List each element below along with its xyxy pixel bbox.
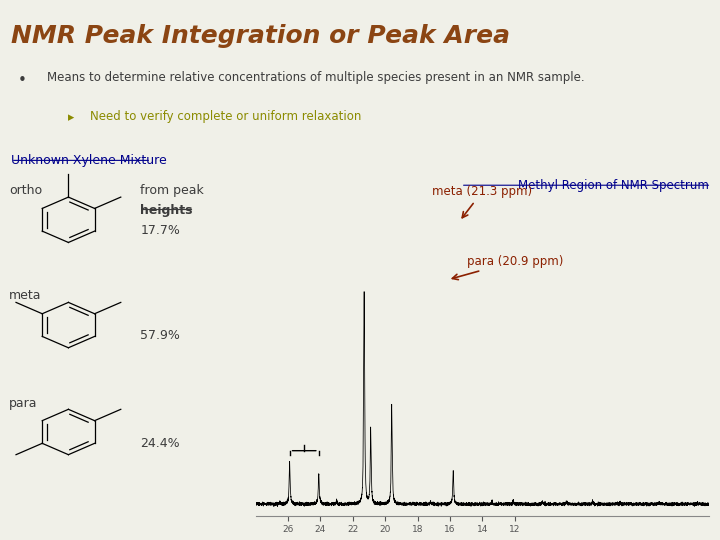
Text: from peak: from peak xyxy=(140,184,204,197)
Text: para: para xyxy=(9,397,38,410)
Text: Means to determine relative concentrations of multiple species present in an NMR: Means to determine relative concentratio… xyxy=(47,71,585,84)
Text: Unknown Xylene Mixture: Unknown Xylene Mixture xyxy=(11,154,166,167)
Text: ▸: ▸ xyxy=(68,111,75,124)
Text: para (20.9 ppm): para (20.9 ppm) xyxy=(452,254,563,280)
Text: meta (21.3 ppm): meta (21.3 ppm) xyxy=(432,185,532,218)
Text: Need to verify complete or uniform relaxation: Need to verify complete or uniform relax… xyxy=(90,110,361,123)
Text: NMR Peak Integration or Peak Area: NMR Peak Integration or Peak Area xyxy=(11,24,510,48)
Text: heights: heights xyxy=(140,204,193,217)
Text: ortho: ortho xyxy=(9,184,42,197)
Text: impurities: impurities xyxy=(306,310,366,323)
Text: Methyl Region of NMR Spectrum: Methyl Region of NMR Spectrum xyxy=(518,179,709,192)
Text: impurities: impurities xyxy=(558,354,618,367)
Text: •: • xyxy=(18,73,27,88)
Text: ortho (19.6 ppm): ortho (19.6 ppm) xyxy=(470,318,605,341)
Text: 17.7%: 17.7% xyxy=(140,224,180,237)
Text: 24.4%: 24.4% xyxy=(140,437,180,450)
Text: meta: meta xyxy=(9,289,42,302)
Text: 57.9%: 57.9% xyxy=(140,329,180,342)
